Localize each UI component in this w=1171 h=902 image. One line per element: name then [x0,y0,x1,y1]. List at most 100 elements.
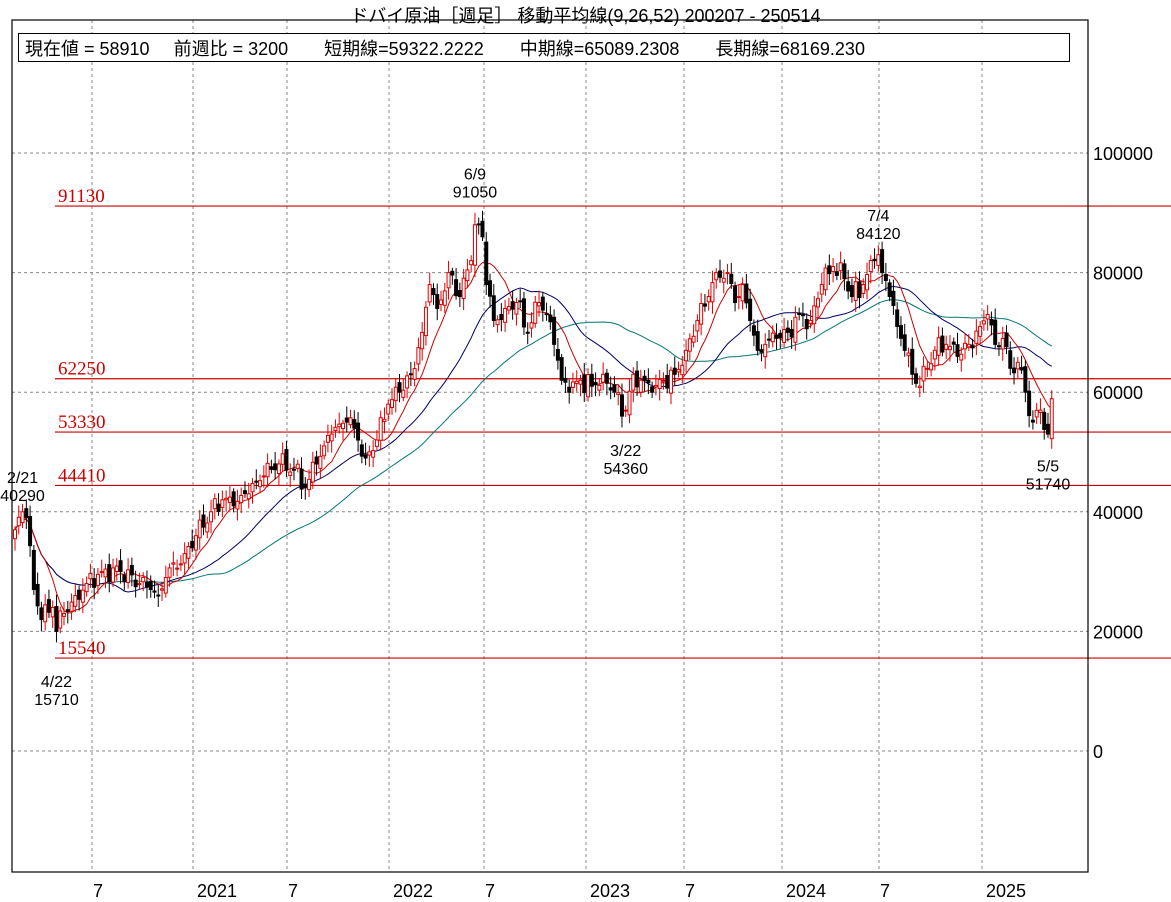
candle [118,549,123,584]
candle [638,369,643,398]
candle-body-up [985,313,990,320]
candle [107,553,112,593]
candle [408,361,413,386]
candle-body-down [842,263,847,280]
candle [423,301,428,346]
candle-body-up [586,374,591,398]
candle [88,563,93,588]
candle-body-up [412,368,417,380]
candle [367,445,372,467]
candle-body-down [521,298,526,328]
candle [163,565,168,598]
candle [122,571,127,591]
candle [970,338,975,358]
candle-body-up [503,307,508,323]
candles [13,210,1054,643]
candle [548,305,553,330]
candle [73,584,78,613]
candle-body-up [1038,409,1043,413]
candle-body-up [710,282,715,303]
candle [684,339,689,373]
candle-body-down [148,581,153,591]
candle [378,410,383,451]
candle-body-up [668,369,673,394]
candle-body-up [469,260,474,266]
candle [883,262,888,292]
candle-body-down [582,374,587,394]
candle [812,295,817,333]
candle-body-up [333,426,338,432]
candle-body-down [484,241,489,286]
candle [393,378,398,413]
candle-body-up [423,306,428,337]
candle [702,293,707,312]
candle-body-down [518,300,523,303]
candle-body-up [906,352,911,357]
candle [472,212,477,278]
candle [963,333,968,360]
candle [842,259,847,291]
candle [797,307,802,321]
candle [695,314,700,343]
candle-body-up [714,272,719,281]
candle [95,568,100,595]
candle [763,333,768,369]
candle-body-up [337,423,342,428]
candle [144,570,149,599]
candle-body-down [650,386,655,393]
candle-body-down [39,607,44,620]
candle [657,370,662,401]
candle-body-down [785,327,790,333]
candle [333,419,338,438]
candle-body-down [755,331,760,351]
candle-body-up [367,451,372,456]
candle-body-up [699,303,704,325]
candle-body-down [435,294,440,309]
candle [567,379,572,404]
y-tick-label: 60000 [1093,383,1143,403]
y-tick-label: 40000 [1093,503,1143,523]
candle [156,585,161,607]
candle [273,452,278,480]
candle-body-up [823,267,828,291]
candle [770,325,775,348]
annotation-date: 2/21 [7,470,38,487]
candle-body-up [322,445,327,457]
candle-body-up [597,384,602,391]
candle [24,499,29,529]
candle [785,320,790,342]
candle [126,558,131,589]
candle-body-up [220,499,225,508]
candle [205,516,210,539]
candle [661,372,666,390]
candle-body-down [107,564,112,582]
candle [265,453,270,488]
candle-body-up [126,569,131,583]
candle [280,442,285,472]
candle [405,371,410,399]
candle [239,487,244,514]
candle-body-up [235,500,240,510]
candle [767,329,771,348]
candle [1034,403,1039,425]
candle [533,295,538,328]
candle [1045,412,1050,438]
candle-body-down [122,574,127,583]
candle-body-up [770,332,775,343]
candle-body-down [665,374,670,389]
candle [427,272,432,306]
candle [359,439,364,464]
candle [940,327,945,357]
candle [246,482,251,509]
candle [175,559,180,577]
candle [152,580,157,599]
candle-body-up [947,345,952,351]
candle-body-down [156,594,161,597]
candle-body-up [329,433,334,442]
candle-body-up [401,389,406,398]
candle [631,367,636,403]
candle-body-up [623,409,628,412]
candle-body-up [167,567,172,578]
candle [849,278,854,303]
candle-body-down [717,270,722,278]
